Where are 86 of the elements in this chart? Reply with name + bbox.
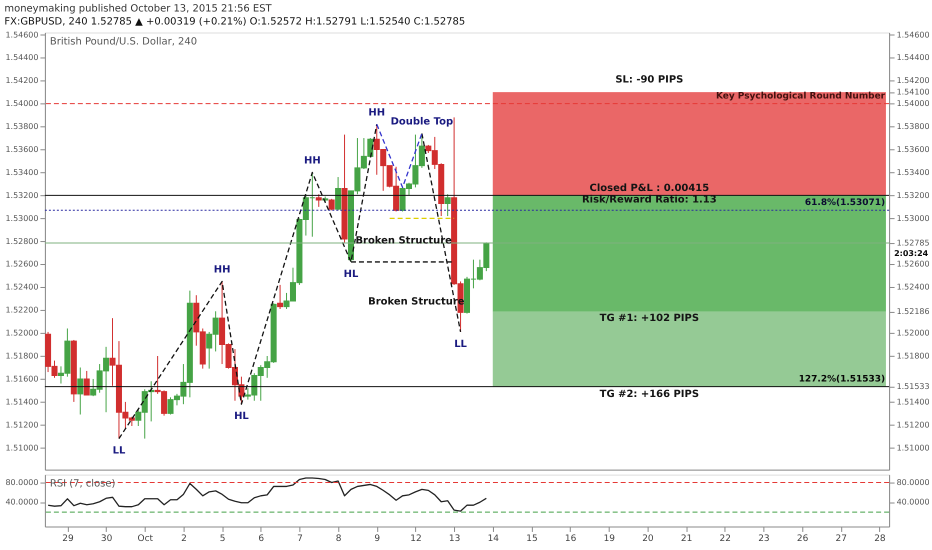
annotation: Double Top	[390, 116, 454, 128]
annotation: HH	[304, 155, 321, 166]
x-tick-label: 27	[836, 534, 847, 544]
y2-tick-label: 1.52400	[896, 282, 930, 292]
annotation: British Pound/U.S. Dollar, 240	[50, 36, 198, 48]
annotation: Closed P&L : 0.00415	[590, 183, 710, 194]
x-tick-label: 2	[181, 534, 187, 544]
y2-tick-label: 40.0000	[896, 498, 930, 507]
y2-tick-label: 1.53600	[896, 145, 930, 154]
annotation: Risk/Reward Ratio: 1.13	[582, 194, 717, 206]
y2-tick-label: 1.54400	[896, 53, 930, 62]
y-tick-label: 1.51800	[5, 352, 38, 361]
y2-tick-label: 1.54000	[896, 99, 930, 108]
x-tick-label: 6	[258, 534, 264, 544]
y-tick-label: 1.53600	[5, 145, 38, 154]
y-tick-label: 1.51600	[5, 374, 38, 384]
y2-tick-label: 1.52000	[896, 328, 930, 338]
y2-tick-label: 1.51400	[896, 397, 930, 406]
y2-tick-label: 1.53200	[896, 190, 930, 200]
x-tick-label: 13	[448, 534, 460, 544]
x-tick-label: 19	[604, 534, 616, 544]
annotation: LL	[112, 446, 126, 457]
annotation: SL: -90 PIPS	[615, 74, 684, 86]
ref-line-label: 127.2%(1.51533)	[798, 374, 886, 385]
y-tick-label: 1.54600	[5, 30, 38, 40]
y-tick-label: 1.51200	[5, 420, 38, 430]
chart-subtitle: FX:GBPUSD, 240 1.52785 ▲ +0.00319 (+0.21%) O:1.52572 H:1.52791 L:1.52540 C:1.52785	[4, 16, 466, 28]
x-tick-label: 9	[374, 534, 380, 544]
annotation: HL	[234, 411, 250, 422]
x-tick-label: Oct	[138, 534, 154, 544]
y2-tick-label: 1.53400	[896, 168, 930, 177]
y2-tick-label: 80.0000	[896, 478, 930, 487]
x-tick-label: 14	[488, 534, 500, 544]
y-tick-label: 1.52200	[5, 306, 38, 315]
y2-tick-label: 1.54200	[896, 76, 930, 86]
y2-tick-label: 1.53800	[896, 122, 930, 132]
x-tick-label: 8	[336, 534, 342, 544]
y-tick-label: 1.53000	[5, 214, 38, 223]
x-tick-label: 26	[796, 534, 809, 544]
x-tick-label: 23	[758, 534, 770, 544]
annotation: TG #1: +102 PIPS	[600, 312, 700, 324]
y-tick-label: 1.52800	[5, 236, 38, 246]
y2-tick-label: 1.52600	[896, 260, 930, 269]
y-tick-label: 1.52400	[5, 282, 38, 292]
y2-tick-label: 1.53000	[896, 214, 930, 223]
y-tick-label: 1.54400	[5, 53, 38, 62]
y-tick-label: 1.53200	[5, 190, 38, 200]
y2-tick-label: 1.54100	[896, 88, 930, 97]
x-tick-label: 30	[100, 534, 113, 544]
y-tick-label: 40.0000	[5, 498, 38, 507]
x-tick-label: 20	[642, 534, 654, 544]
y-tick-label: 1.52600	[5, 260, 38, 269]
x-tick-label: 12	[410, 534, 422, 544]
annotation: HH	[368, 107, 386, 118]
y-tick-label: 1.52000	[5, 328, 38, 338]
x-tick-label: 28	[874, 534, 886, 544]
y-tick-label: 1.51400	[5, 397, 38, 406]
annotation: HL	[344, 268, 359, 280]
text: 2:03:24	[894, 248, 929, 258]
y2-tick-label: 1.51200	[896, 420, 930, 430]
y-tick-label: 80.0000	[5, 478, 38, 487]
ref-line-label: 61.8%(1.53071)	[804, 198, 886, 208]
annotation: Broken Structure	[355, 236, 452, 247]
y2-tick-label: 1.52785	[896, 238, 930, 248]
x-tick-label: 29	[62, 534, 74, 544]
y2-tick-label: 1.51000	[896, 443, 930, 452]
y-tick-label: 1.53400	[5, 168, 38, 177]
x-tick-label: 5	[220, 534, 226, 544]
x-tick-label: 15	[526, 534, 538, 544]
annotation: LL	[454, 338, 468, 350]
x-tick-label: 21	[680, 534, 692, 544]
y-tick-label: 1.54000	[5, 99, 38, 108]
y-tick-label: 1.53800	[5, 122, 38, 132]
x-tick-label: 7	[297, 534, 303, 544]
x-tick-label: 22	[720, 534, 731, 544]
annotation: HH	[214, 264, 230, 276]
x-tick-label: 16	[564, 534, 577, 544]
chart-title: moneymaking published October 13, 2015 21:56 EST	[4, 3, 273, 14]
y2-tick-label: 1.52186	[896, 307, 930, 316]
ref-line-label: Key Psychological Round Number	[716, 92, 886, 102]
annotation: TG #2: +166 PIPS	[600, 388, 700, 400]
y-tick-label: 1.51000	[5, 443, 38, 452]
y2-tick-label: 1.51800	[896, 352, 930, 361]
y2-tick-label: 1.51533	[896, 382, 930, 392]
y2-tick-label: 1.54600	[896, 30, 930, 40]
y-tick-label: 1.54200	[5, 76, 38, 86]
